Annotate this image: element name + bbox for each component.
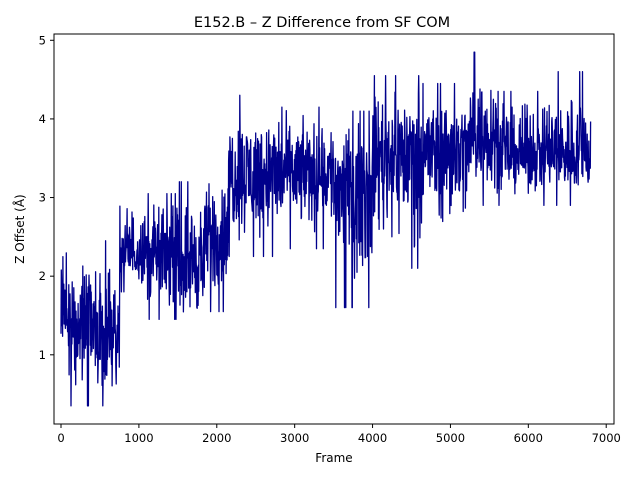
chart-title: E152.B – Z Difference from SF COM — [194, 15, 450, 31]
x-tick-label: 0 — [57, 431, 64, 445]
plot-area — [60, 51, 592, 407]
y-axis-label: Z Offset (Å) — [12, 194, 27, 263]
x-tick-label: 4000 — [358, 431, 387, 445]
y-tick-label: 4 — [39, 112, 46, 126]
x-tick-label: 1000 — [124, 431, 153, 445]
x-tick-label: 7000 — [592, 431, 621, 445]
y-tick-label: 1 — [39, 348, 46, 362]
y-tick-label: 2 — [39, 269, 46, 283]
x-tick-label: 5000 — [436, 431, 465, 445]
axes-frame — [53, 33, 615, 425]
x-tick-label: 6000 — [514, 431, 543, 445]
x-axis-ticks: 0 1000 2000 3000 4000 5000 6000 7000 — [57, 424, 621, 445]
y-tick-label: 5 — [39, 33, 46, 47]
x-tick-label: 3000 — [280, 431, 309, 445]
x-axis-label: Frame — [315, 451, 352, 465]
series-line — [60, 51, 592, 407]
x-tick-label: 2000 — [202, 431, 231, 445]
y-tick-label: 3 — [39, 191, 46, 205]
y-axis-ticks: 1 2 3 4 5 — [39, 33, 54, 362]
